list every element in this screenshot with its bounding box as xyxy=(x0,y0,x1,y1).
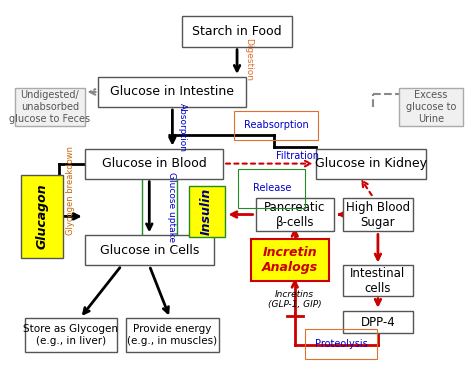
FancyBboxPatch shape xyxy=(255,198,334,231)
FancyBboxPatch shape xyxy=(21,175,64,258)
Text: Glucose uptake: Glucose uptake xyxy=(167,172,176,242)
FancyBboxPatch shape xyxy=(399,88,464,126)
Text: Starch in Food: Starch in Food xyxy=(192,25,282,38)
FancyBboxPatch shape xyxy=(15,88,85,126)
Text: Undigested/
unabsorbed
glucose to Feces: Undigested/ unabsorbed glucose to Feces xyxy=(9,90,91,124)
FancyBboxPatch shape xyxy=(25,318,117,352)
Text: Insulin: Insulin xyxy=(200,188,213,235)
Text: Digestion: Digestion xyxy=(244,38,253,81)
Text: Filtration: Filtration xyxy=(275,150,319,161)
Text: Provide energy
(e.g., in muscles): Provide energy (e.g., in muscles) xyxy=(128,325,218,346)
Text: Store as Glycogen
(e.g., in liver): Store as Glycogen (e.g., in liver) xyxy=(23,325,118,346)
FancyBboxPatch shape xyxy=(343,198,412,231)
Text: Glucose in Kidney: Glucose in Kidney xyxy=(315,157,427,170)
Text: DPP-4: DPP-4 xyxy=(361,315,395,329)
Text: High Blood
Sugar: High Blood Sugar xyxy=(346,201,410,228)
FancyBboxPatch shape xyxy=(182,16,292,47)
FancyBboxPatch shape xyxy=(85,235,214,266)
FancyBboxPatch shape xyxy=(126,318,219,352)
FancyBboxPatch shape xyxy=(99,77,246,107)
Text: Incretins
(GLP-1, GIP): Incretins (GLP-1, GIP) xyxy=(268,290,321,309)
Text: Excess
glucose to
Urine: Excess glucose to Urine xyxy=(406,90,456,124)
FancyBboxPatch shape xyxy=(189,186,225,237)
Text: Glucagon: Glucagon xyxy=(36,184,49,249)
FancyBboxPatch shape xyxy=(343,266,412,296)
Text: Pancreatic
β-cells: Pancreatic β-cells xyxy=(264,201,326,228)
Text: Absorption: Absorption xyxy=(178,103,187,152)
Text: Glycogen breakdown: Glycogen breakdown xyxy=(66,146,75,234)
FancyBboxPatch shape xyxy=(251,239,329,280)
FancyBboxPatch shape xyxy=(85,149,223,179)
Text: Release: Release xyxy=(253,183,291,193)
FancyBboxPatch shape xyxy=(316,149,427,179)
Text: Glucose in Cells: Glucose in Cells xyxy=(100,244,199,257)
FancyBboxPatch shape xyxy=(343,311,412,333)
Text: Reabsorption: Reabsorption xyxy=(244,120,309,130)
Text: Glucose in Intestine: Glucose in Intestine xyxy=(110,86,234,98)
Text: Intestinal
cells: Intestinal cells xyxy=(350,266,406,294)
Text: Incretin
Analogs: Incretin Analogs xyxy=(262,246,319,274)
Text: Glucose in Blood: Glucose in Blood xyxy=(101,157,206,170)
Text: Proteolysis: Proteolysis xyxy=(315,339,367,349)
